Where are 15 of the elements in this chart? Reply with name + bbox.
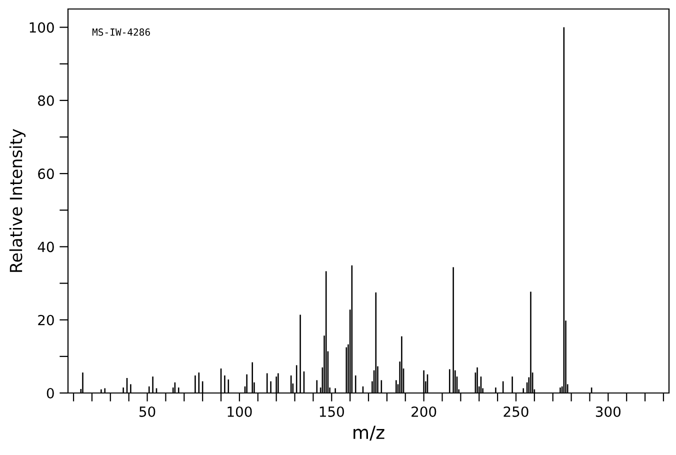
annotation: MS-IW-4286 <box>92 28 150 36</box>
y-axis-title: Relative Intensity <box>9 128 26 272</box>
x-tick-label: 150 <box>320 406 344 417</box>
y-tick-label: 100 <box>30 22 54 33</box>
y-tick-label: 40 <box>38 242 54 252</box>
y-tick-label: 20 <box>38 314 54 326</box>
x-axis-title: m/z <box>354 426 384 441</box>
y-tick-label: 0 <box>46 388 54 398</box>
x-tick-label: 100 <box>228 406 252 417</box>
y-tick-label: 60 <box>38 168 54 180</box>
x-tick-label: 200 <box>412 406 436 417</box>
x-tick-label: 50 <box>140 406 156 417</box>
x-tick-label: 250 <box>504 406 528 417</box>
x-tick-label: 300 <box>596 406 620 417</box>
y-tick-label: 80 <box>38 95 54 106</box>
